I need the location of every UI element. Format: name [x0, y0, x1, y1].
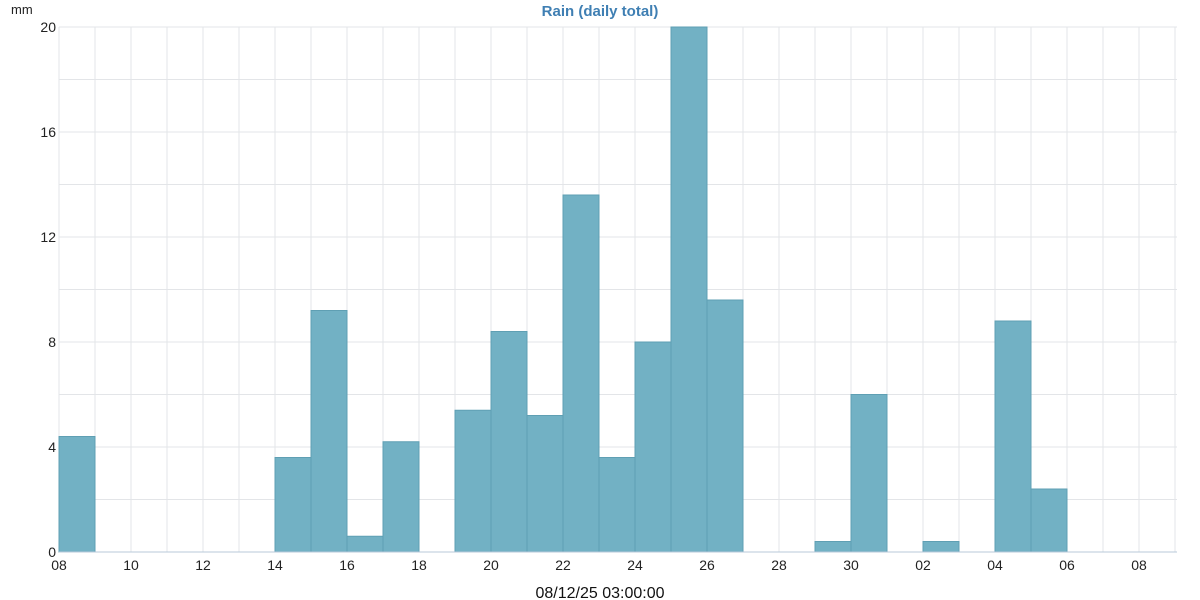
- x-tick-label: 10: [123, 557, 139, 573]
- x-tick-label: 06: [1059, 557, 1075, 573]
- x-tick-label: 30: [843, 557, 859, 573]
- chart-title: Rain (daily total): [542, 3, 659, 20]
- y-tick-label: 16: [40, 124, 56, 140]
- y-tick-label: 8: [48, 334, 56, 350]
- rain-bar: [994, 320, 1032, 553]
- x-tick-label: 14: [267, 557, 283, 573]
- y-tick-label: 20: [40, 19, 56, 35]
- chart-footer-timestamp: 08/12/25 03:00:00: [535, 585, 664, 600]
- rain-bar: [634, 341, 672, 553]
- y-axis-unit: mm: [11, 2, 33, 17]
- x-tick-label: 08: [51, 557, 67, 573]
- x-tick-label: 28: [771, 557, 787, 573]
- x-tick-label: 04: [987, 557, 1003, 573]
- y-tick-label: 4: [48, 439, 56, 455]
- rain-bar: [526, 415, 564, 553]
- rain-bar: [382, 441, 420, 553]
- x-tick-label: 12: [195, 557, 211, 573]
- bars-layer: [58, 26, 1068, 553]
- y-tick-label: 0: [48, 544, 56, 560]
- y-tick-label: 12: [40, 229, 56, 245]
- x-tick-label: 08: [1131, 557, 1147, 573]
- x-tick-label: 24: [627, 557, 643, 573]
- rain-bar: [850, 394, 888, 553]
- rain-bar: [598, 457, 636, 553]
- rain-bar: [706, 299, 744, 553]
- rain-bar: [310, 310, 348, 553]
- rain-bar: [58, 436, 96, 553]
- x-tick-label: 18: [411, 557, 427, 573]
- x-tick-label: 26: [699, 557, 715, 573]
- rain-bar: [1030, 488, 1068, 553]
- x-tick-label: 02: [915, 557, 931, 573]
- rain-bar: [922, 541, 960, 553]
- x-tick-label: 20: [483, 557, 499, 573]
- rain-bar: [346, 535, 384, 553]
- x-tick-label: 22: [555, 557, 571, 573]
- rain-bar: [814, 541, 852, 553]
- rain-bar: [454, 409, 492, 553]
- rain-bar: [490, 331, 528, 553]
- x-tick-label: 16: [339, 557, 355, 573]
- labels-layer: Rain (daily total) mm 08/12/25 03:00:00 …: [11, 2, 1147, 600]
- rain-bar: [274, 457, 312, 553]
- rain-bar: [670, 26, 708, 553]
- rain-bar: [562, 194, 600, 553]
